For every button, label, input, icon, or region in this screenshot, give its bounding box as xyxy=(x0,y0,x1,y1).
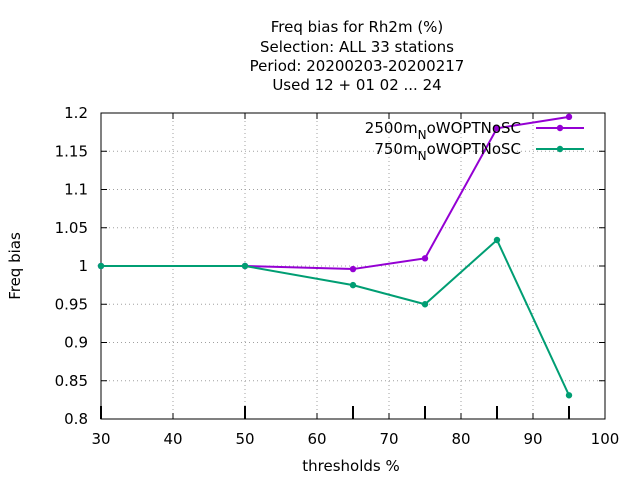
x-tick-label: 30 xyxy=(91,430,110,448)
y-tick-label: 1.1 xyxy=(64,181,88,199)
data-point xyxy=(421,301,429,308)
y-axis-tick-labels: 0.8 0.85 0.9 0.95 1 1.05 1.1 1.15 1.2 xyxy=(55,104,88,428)
legend-item: 750mNoWOPTNoSC xyxy=(374,140,584,163)
axis-ticks xyxy=(100,112,606,420)
data-point xyxy=(349,281,357,289)
y-tick-label: 0.95 xyxy=(55,295,88,313)
data-point xyxy=(241,262,249,270)
x-axis-tick-labels: 30 40 50 60 70 80 90 100 xyxy=(91,430,619,448)
y-tick-label: 0.9 xyxy=(64,334,88,352)
y-tick-label: 1.15 xyxy=(55,142,88,160)
y-tick-label: 0.8 xyxy=(64,410,88,428)
y-tick-label: 1.2 xyxy=(64,104,88,122)
title-line-1: Freq bias for Rh2m (%) xyxy=(271,18,444,36)
data-point xyxy=(565,392,573,399)
series-750m xyxy=(97,236,573,399)
x-tick-label: 90 xyxy=(523,430,542,448)
title-line-4: Used 12 + 01 02 ... 24 xyxy=(272,76,441,94)
data-point xyxy=(565,113,573,121)
threshold-markers xyxy=(100,406,570,419)
data-point xyxy=(493,236,501,244)
title-line-3: Period: 20200203-20200217 xyxy=(250,57,465,75)
x-tick-label: 70 xyxy=(379,430,398,448)
y-tick-label: 1 xyxy=(78,257,88,275)
y-tick-label: 0.85 xyxy=(55,372,88,390)
x-tick-label: 40 xyxy=(163,430,182,448)
legend-label: 2500mNoWOPTNoSC xyxy=(365,119,521,142)
data-point xyxy=(421,255,429,262)
x-tick-label: 100 xyxy=(591,430,620,448)
x-tick-label: 50 xyxy=(235,430,254,448)
data-point xyxy=(97,262,105,270)
legend-label: 750mNoWOPTNoSC xyxy=(374,140,521,163)
x-axis-label: thresholds % xyxy=(302,457,399,475)
x-tick-label: 60 xyxy=(307,430,326,448)
data-point xyxy=(493,125,501,132)
legend-marker xyxy=(556,145,564,153)
data-point xyxy=(349,265,357,273)
legend-marker xyxy=(556,124,564,132)
y-axis-label: Freq bias xyxy=(6,232,24,300)
legend-item: 2500mNoWOPTNoSC xyxy=(365,119,584,142)
chart-title: Freq bias for Rh2m (%) Selection: ALL 33… xyxy=(250,18,465,94)
y-tick-label: 1.05 xyxy=(55,219,88,237)
data-series xyxy=(97,113,573,399)
title-line-2: Selection: ALL 33 stations xyxy=(260,38,454,56)
series-line xyxy=(101,238,570,396)
x-tick-label: 80 xyxy=(451,430,470,448)
